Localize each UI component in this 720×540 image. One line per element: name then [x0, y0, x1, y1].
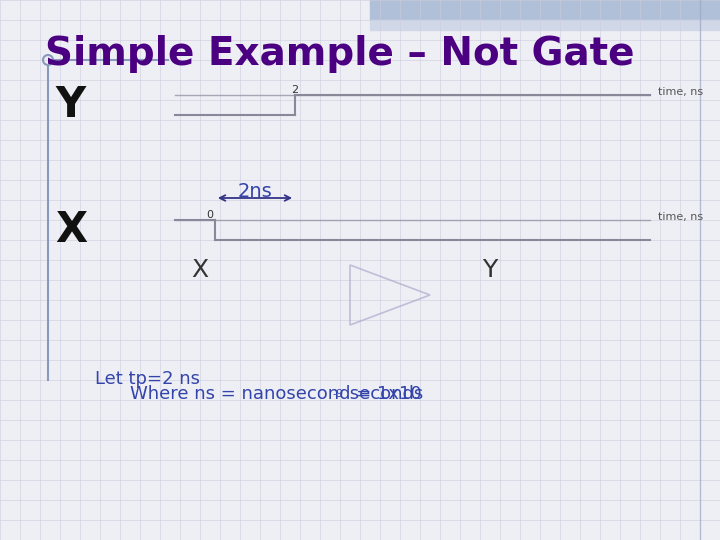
- Text: seconds: seconds: [343, 385, 423, 403]
- Text: 2ns: 2ns: [238, 182, 272, 201]
- Text: X: X: [55, 209, 87, 251]
- Text: Y: Y: [55, 84, 85, 126]
- Bar: [370, 0, 720, 20]
- Text: 0: 0: [207, 210, 214, 220]
- Text: 2: 2: [292, 85, 299, 95]
- Text: -9: -9: [333, 389, 343, 399]
- Text: X: X: [192, 258, 209, 282]
- Text: time, ns: time, ns: [658, 87, 703, 97]
- Text: Simple Example – Not Gate: Simple Example – Not Gate: [45, 35, 634, 73]
- Text: Where ns = nanosecond = 1x10: Where ns = nanosecond = 1x10: [130, 385, 422, 403]
- Bar: [370, 20, 720, 30]
- Text: Y: Y: [482, 258, 498, 282]
- Text: Let tp=2 ns: Let tp=2 ns: [95, 370, 200, 388]
- Text: time, ns: time, ns: [658, 212, 703, 222]
